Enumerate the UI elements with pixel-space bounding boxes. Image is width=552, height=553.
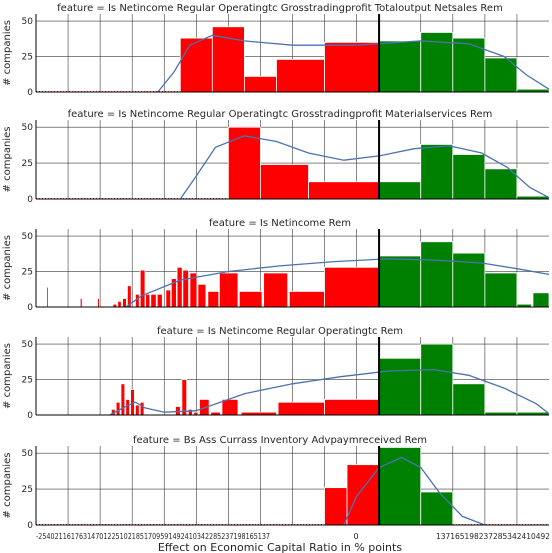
- panel-title: feature = Is Netincome Regular Operating…: [57, 3, 503, 14]
- bar: [207, 290, 220, 308]
- bar: [227, 126, 261, 200]
- bar: [134, 293, 140, 308]
- y-axis-label: # companies: [2, 127, 13, 193]
- kde-line: [343, 456, 486, 526]
- panel-title: feature = Bs Ass Currass Inventory Advpa…: [133, 435, 427, 446]
- y-tick-label: 25: [22, 268, 33, 278]
- bar: [260, 164, 309, 200]
- bar: [46, 286, 49, 308]
- bar: [150, 293, 157, 308]
- panel-5: feature = Bs Ass Currass Inventory Advpa…: [2, 435, 549, 531]
- y-tick-label: 25: [22, 53, 33, 63]
- bar: [378, 447, 422, 526]
- bar: [139, 401, 145, 416]
- y-tick-label: 0: [27, 88, 33, 98]
- bar: [122, 298, 127, 308]
- kde-line: [179, 135, 550, 200]
- bar: [452, 154, 486, 200]
- bar: [288, 290, 325, 308]
- bar: [238, 290, 263, 308]
- bar: [420, 144, 454, 200]
- y-tick-label: 50: [22, 340, 34, 350]
- panel-title: feature = Is Netincome Regular Operating…: [68, 109, 493, 120]
- bar: [263, 272, 289, 308]
- y-tick-label: 0: [27, 303, 33, 313]
- bar: [378, 181, 422, 200]
- bar: [218, 272, 239, 308]
- panel-title: feature = Is Netincome Regular Operating…: [157, 326, 403, 337]
- bar: [79, 298, 83, 308]
- panel-2: feature = Is Netincome Regular Operating…: [2, 109, 550, 205]
- x-tick-label-zero: 0: [353, 532, 358, 541]
- bar: [145, 293, 151, 308]
- bar: [420, 241, 454, 308]
- y-tick-label: 50: [22, 17, 34, 27]
- bar: [134, 404, 140, 416]
- bar: [324, 41, 380, 93]
- bar: [378, 357, 422, 416]
- x-tick-labels-right: 137165198237285342410492: [436, 532, 550, 541]
- bar: [452, 383, 486, 416]
- kde-line: [125, 258, 550, 308]
- y-tick-label: 50: [22, 232, 34, 242]
- panel-title: feature = Is Netincome Rem: [209, 218, 351, 229]
- bar: [179, 37, 213, 93]
- panel-4: feature = Is Netincome Regular Operating…: [2, 326, 550, 421]
- bar: [484, 272, 518, 308]
- x-axis-label: Effect on Economic Capital Ratio in % po…: [158, 541, 402, 553]
- y-tick-label: 25: [22, 485, 33, 495]
- y-tick-label: 0: [27, 521, 33, 531]
- bar: [139, 269, 146, 308]
- bar: [276, 58, 325, 93]
- bar: [484, 57, 518, 93]
- bar: [115, 401, 121, 416]
- bar: [420, 343, 454, 416]
- bar: [125, 398, 131, 416]
- y-axis-label: # companies: [2, 453, 13, 519]
- x-tick-labels: -254021161763147012251021851709591492410…: [36, 532, 270, 541]
- y-axis-label: # companies: [2, 20, 13, 86]
- kde-line: [109, 368, 550, 416]
- bar: [277, 401, 325, 416]
- bar: [156, 293, 163, 308]
- bar: [308, 181, 380, 200]
- kde-line: [157, 34, 550, 93]
- y-tick-label: 0: [27, 411, 33, 421]
- bar: [324, 487, 348, 526]
- bar: [324, 398, 380, 416]
- panel-3: feature = Is Netincome Rem # companies 0 25…: [2, 218, 550, 313]
- y-tick-label: 50: [22, 449, 34, 459]
- bar: [532, 292, 550, 308]
- bar: [378, 40, 422, 93]
- y-tick-label: 50: [22, 123, 34, 133]
- bar: [117, 300, 122, 308]
- bar: [484, 168, 518, 200]
- bar: [120, 383, 126, 416]
- y-tick-label: 25: [22, 376, 33, 386]
- bar: [187, 408, 193, 416]
- y-axis-label: # companies: [2, 343, 13, 409]
- bar: [420, 491, 454, 526]
- bar: [244, 76, 277, 93]
- bar: [165, 289, 172, 308]
- bar: [452, 37, 486, 93]
- bar: [97, 298, 100, 308]
- bar: [197, 283, 207, 308]
- bar: [211, 26, 245, 93]
- bar: [324, 266, 380, 308]
- bar: [378, 255, 422, 308]
- bar: [221, 398, 239, 416]
- bar: [176, 266, 183, 308]
- y-tick-label: 25: [22, 159, 33, 169]
- bar: [182, 269, 190, 308]
- bar: [175, 406, 181, 416]
- bar: [181, 379, 188, 416]
- panel-1: feature = Is Netincome Regular Operating…: [2, 3, 550, 98]
- y-tick-label: 0: [27, 195, 33, 205]
- y-axis-label: # companies: [2, 235, 13, 301]
